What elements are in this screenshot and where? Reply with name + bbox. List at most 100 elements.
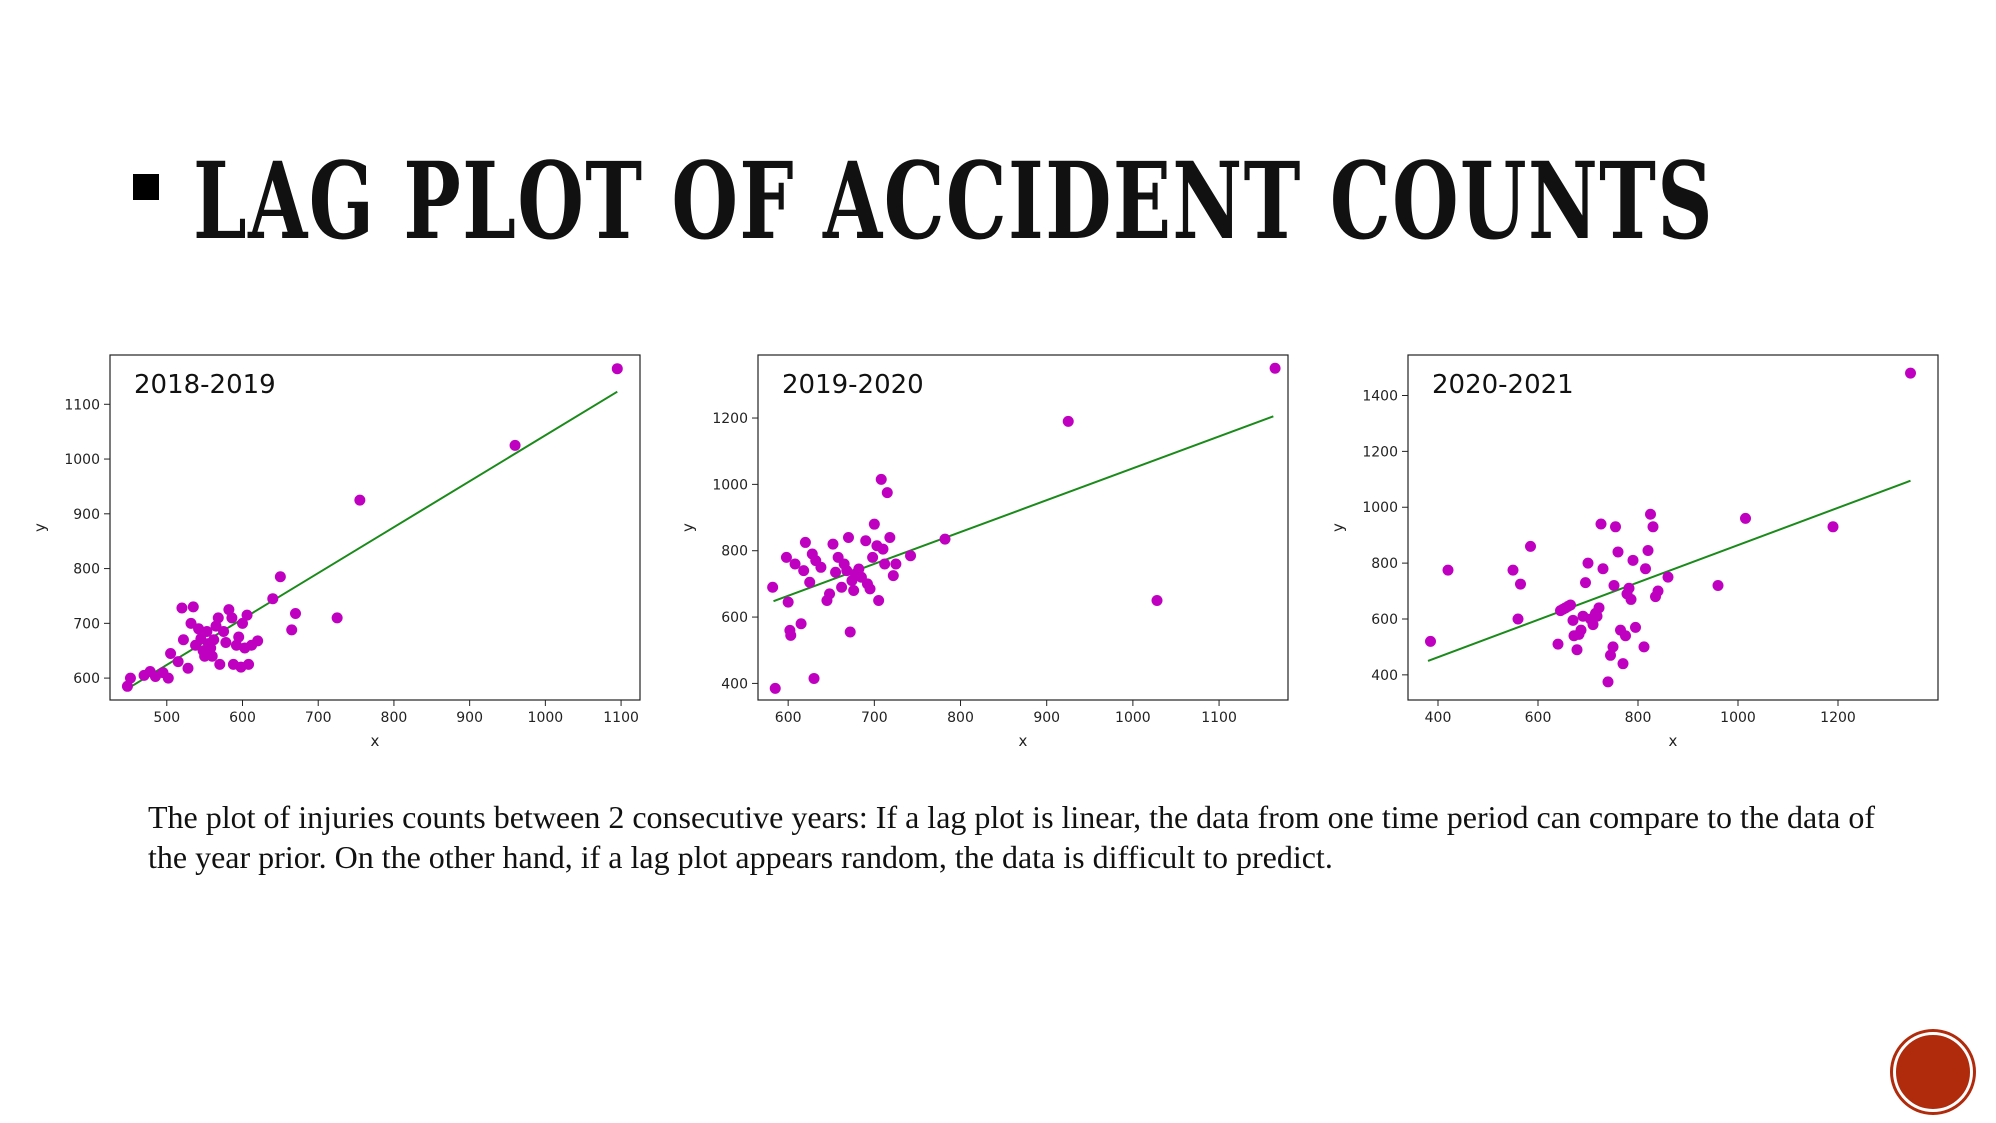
lag-plot-chart: 600 700 800 900 1000 1100 400 600 800 1000 1200 x y 2… xyxy=(679,354,1289,750)
data-point xyxy=(1580,577,1591,589)
data-point xyxy=(1640,563,1651,575)
data-point xyxy=(274,571,286,583)
data-point xyxy=(782,596,794,608)
data-point xyxy=(1565,599,1576,611)
data-point xyxy=(827,538,839,550)
data-point xyxy=(844,626,856,638)
data-point xyxy=(1605,649,1616,661)
x-tick-label: 1000 xyxy=(528,710,564,726)
data-point xyxy=(1642,545,1654,557)
data-point xyxy=(212,612,224,624)
lag-plot-chart: 500 600 700 800 900 1000 1100 600 700 800 900 1000 1… xyxy=(31,354,641,750)
x-tick-label: 1100 xyxy=(603,710,639,726)
x-tick-label: 400 xyxy=(1425,710,1452,726)
x-tick-label: 1000 xyxy=(1720,710,1756,726)
y-tick-label: 1400 xyxy=(1362,389,1398,405)
data-point xyxy=(1627,554,1639,566)
data-point xyxy=(780,551,792,563)
data-point xyxy=(1587,619,1599,631)
y-tick-label: 1000 xyxy=(64,452,100,468)
data-point xyxy=(177,634,189,646)
data-point xyxy=(1617,658,1629,670)
data-point xyxy=(1827,521,1839,533)
data-point xyxy=(1608,579,1620,591)
data-point xyxy=(824,588,836,600)
y-tick-label: 600 xyxy=(1371,612,1398,628)
data-point xyxy=(1712,579,1724,591)
data-point xyxy=(1905,367,1916,379)
data-point xyxy=(1425,635,1436,647)
data-point xyxy=(354,494,366,506)
data-point xyxy=(1582,557,1594,569)
data-point xyxy=(1062,415,1074,427)
x-tick-label: 700 xyxy=(305,710,332,726)
x-tick-label: 1000 xyxy=(1115,710,1151,726)
data-point xyxy=(890,558,902,570)
data-point xyxy=(201,626,213,638)
y-tick-label: 800 xyxy=(721,544,748,560)
x-tick-label: 800 xyxy=(381,710,408,726)
data-point xyxy=(199,650,211,662)
data-point xyxy=(815,561,827,573)
x-tick-label: 900 xyxy=(1033,710,1060,726)
data-point xyxy=(611,363,623,375)
plot-frame xyxy=(757,354,1289,701)
x-tick-label: 600 xyxy=(1525,710,1552,726)
data-point xyxy=(808,672,820,684)
y-tick-label: 1000 xyxy=(1362,500,1398,516)
data-point xyxy=(1512,613,1524,625)
data-point xyxy=(1662,571,1674,583)
data-point xyxy=(841,565,853,577)
lag-plot-chart: 400 600 800 1000 1200 400 600 800 1000 1200 1400 x y… xyxy=(1329,354,1939,750)
data-point xyxy=(767,581,779,593)
data-point xyxy=(193,623,205,635)
data-point xyxy=(1515,578,1526,590)
y-tick-label: 400 xyxy=(1371,668,1398,684)
data-point xyxy=(176,602,188,614)
y-tick-label: 700 xyxy=(73,616,100,632)
data-point xyxy=(241,609,253,621)
data-point xyxy=(331,612,343,624)
data-point xyxy=(868,518,880,530)
data-point xyxy=(804,576,816,588)
slide-title: LAG PLOT OF ACCIDENT COUNTS xyxy=(193,138,1714,263)
data-point xyxy=(1597,563,1609,575)
x-tick-label: 600 xyxy=(775,710,802,726)
data-point xyxy=(789,558,801,570)
x-tick-label: 500 xyxy=(153,710,180,726)
data-point xyxy=(1602,676,1614,688)
x-tick-label: 1200 xyxy=(1820,710,1856,726)
data-point xyxy=(1630,621,1641,633)
x-axis-label: x xyxy=(1019,732,1028,750)
data-point xyxy=(1607,641,1619,653)
x-axis-label: x xyxy=(1669,732,1678,750)
title-accent-bar xyxy=(133,174,159,200)
data-point xyxy=(853,563,865,575)
data-point xyxy=(1610,521,1621,533)
y-tick-label: 1100 xyxy=(64,397,100,413)
data-point xyxy=(1442,564,1454,576)
data-point xyxy=(842,531,854,543)
data-point xyxy=(1595,518,1607,530)
y-axis-label: y xyxy=(1329,523,1347,532)
data-point xyxy=(769,682,781,694)
data-point xyxy=(165,647,177,659)
data-point xyxy=(1593,602,1605,614)
data-point xyxy=(172,656,184,668)
data-point xyxy=(226,612,238,624)
y-tick-label: 800 xyxy=(73,562,100,578)
data-point xyxy=(795,618,807,630)
data-point xyxy=(237,617,248,629)
data-point xyxy=(233,631,245,643)
data-point xyxy=(1620,630,1631,642)
data-point xyxy=(1151,594,1163,606)
data-point xyxy=(879,558,891,570)
data-point xyxy=(252,635,264,647)
y-axis-label: y xyxy=(679,523,697,532)
logo-badge xyxy=(1893,1032,1973,1112)
data-point xyxy=(1740,512,1751,524)
data-point xyxy=(286,624,298,636)
data-point xyxy=(1623,582,1635,594)
data-point xyxy=(509,439,521,451)
data-point xyxy=(785,629,797,641)
